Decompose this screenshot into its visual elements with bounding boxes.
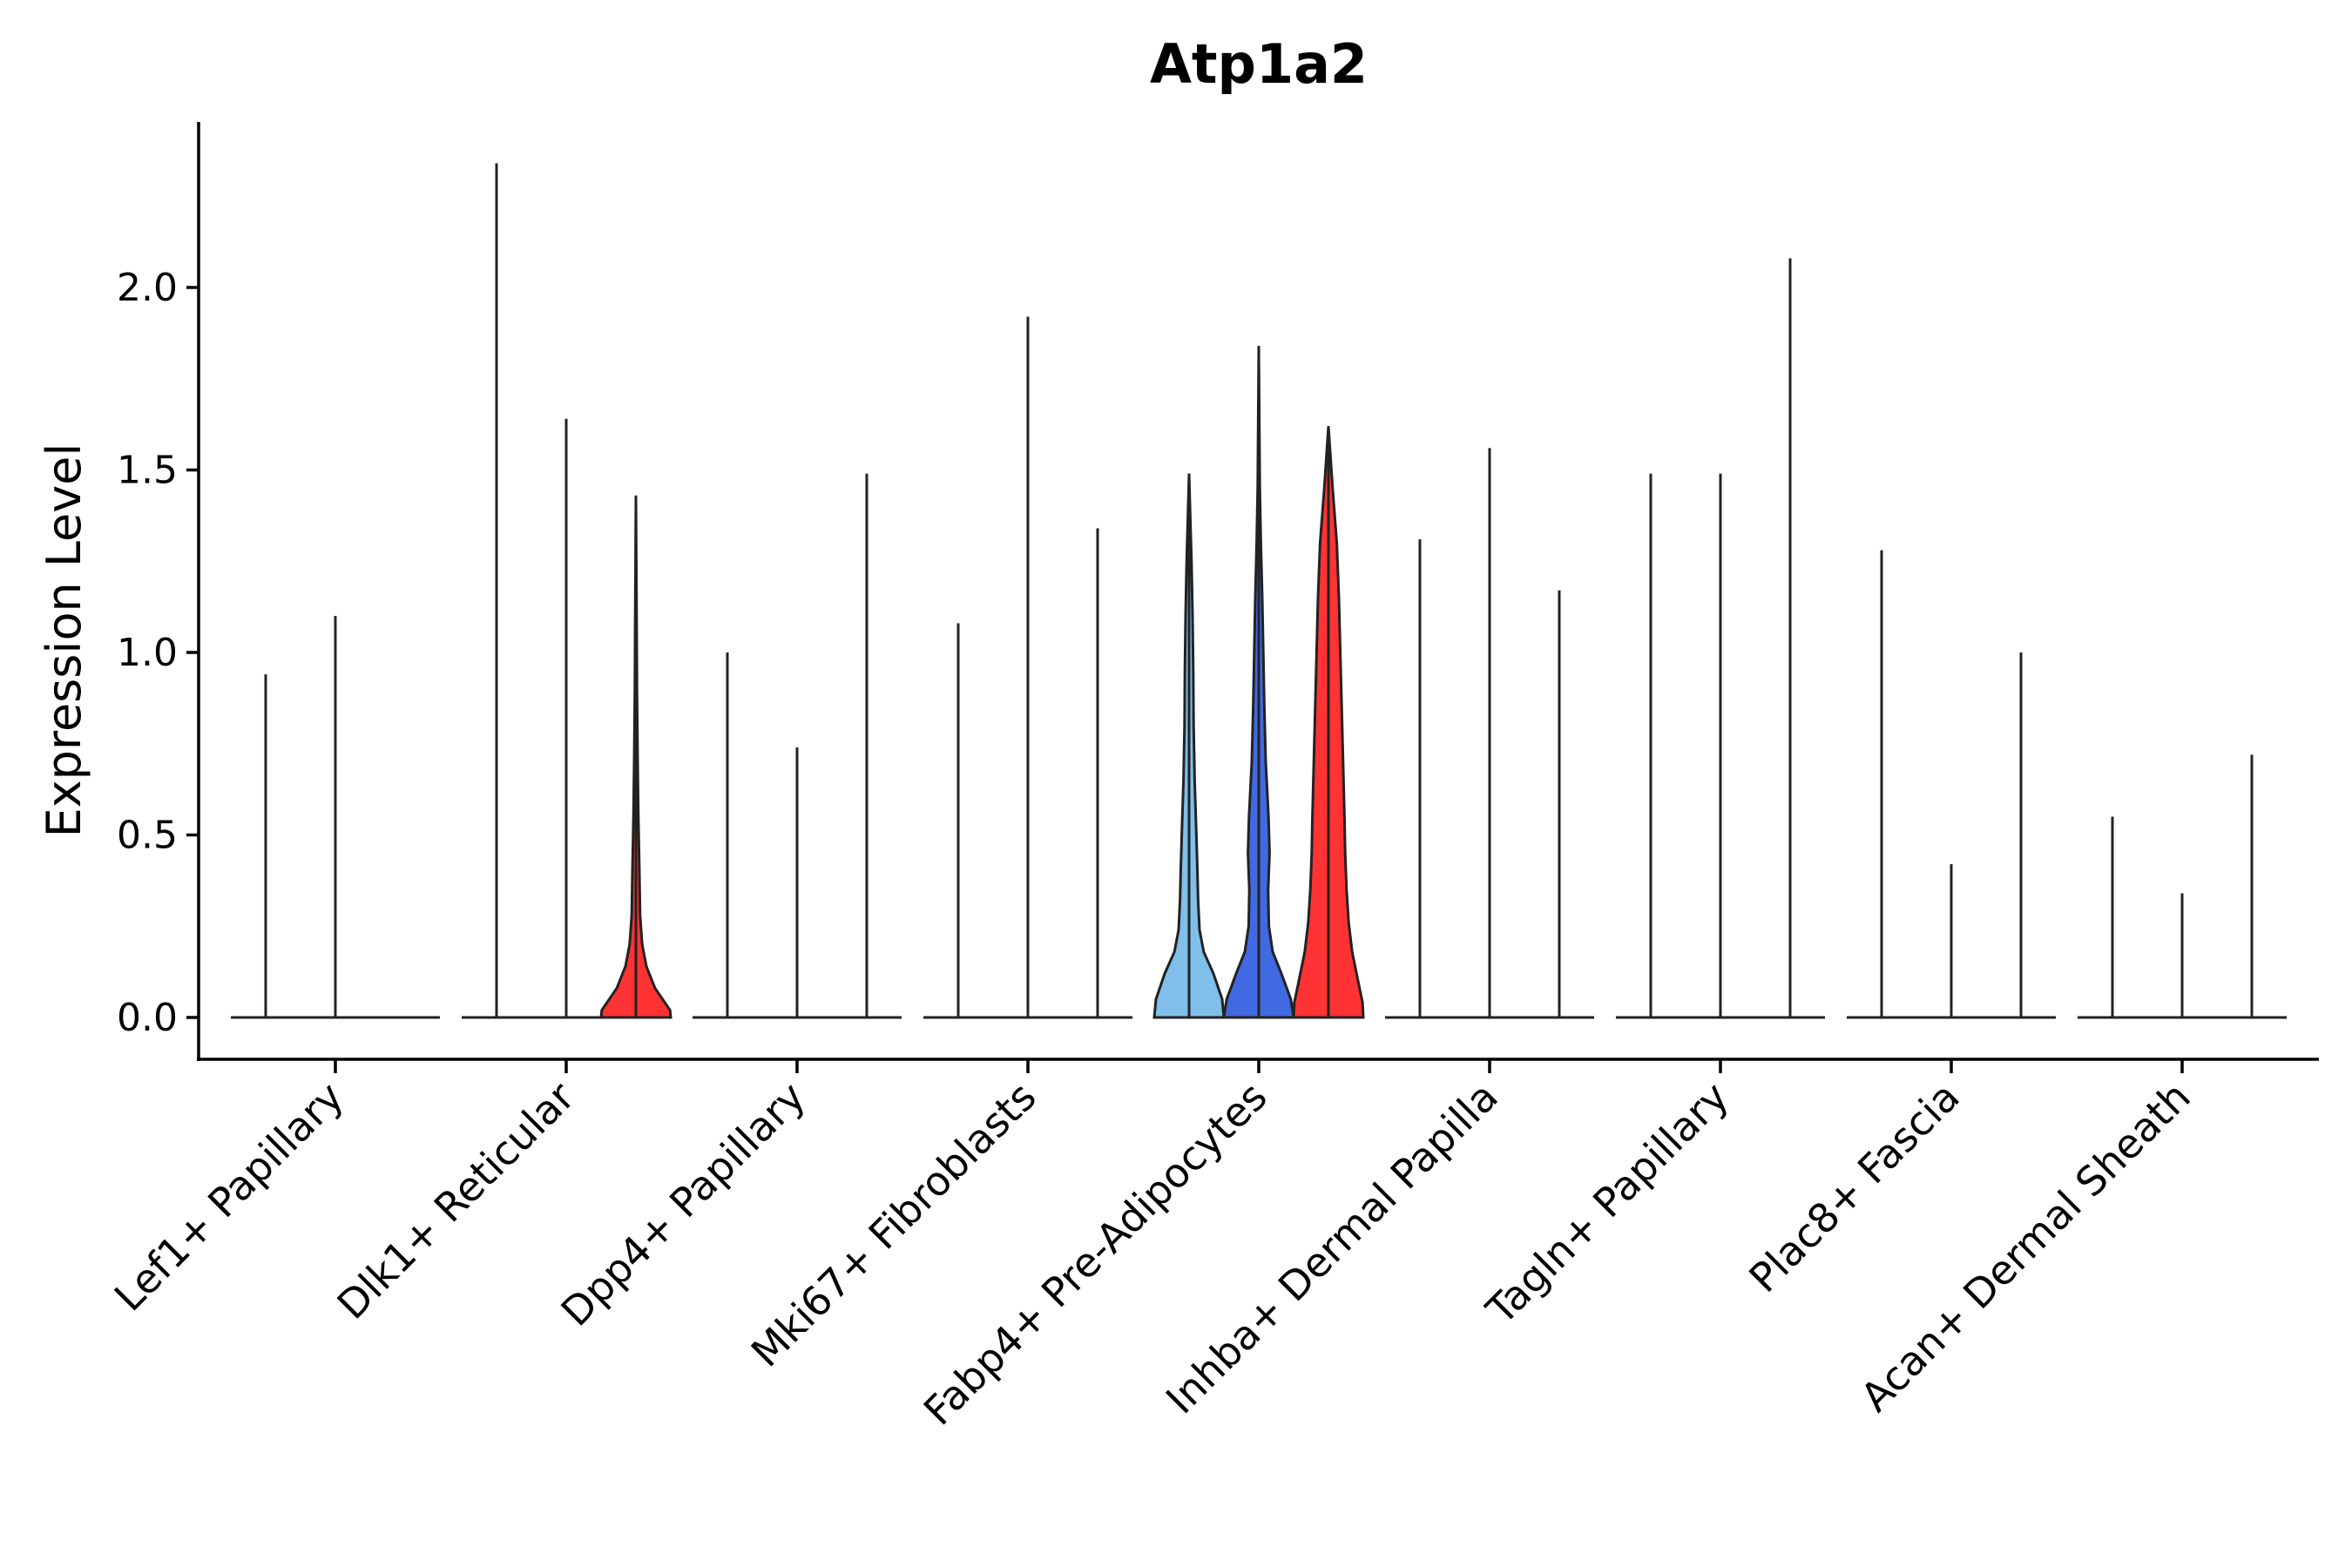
y-axis-label: Expression Level [37,443,91,838]
y-ticks: 0.0 0.5 1.0 1.5 2.0 [117,266,199,1040]
y-tick-label: 0.0 [117,996,178,1040]
x-tick-label: Plac8+ Fascia [1740,1073,1968,1301]
x-tick-label: Tagln+ Papillary [1477,1073,1738,1335]
y-tick-label: 1.0 [117,631,178,675]
y-tick-label: 0.5 [117,814,178,858]
y-tick-label: 2.0 [117,266,178,310]
x-tick-label: Lef1+ Papillary [105,1073,353,1321]
chart-title: Atp1a2 [1150,32,1368,96]
violins [231,163,2287,1019]
y-tick-label: 1.5 [117,449,178,493]
x-tick-label: Dpp4+ Papillary [552,1073,814,1335]
x-tick-label: Dlk1+ Reticular [328,1073,584,1328]
